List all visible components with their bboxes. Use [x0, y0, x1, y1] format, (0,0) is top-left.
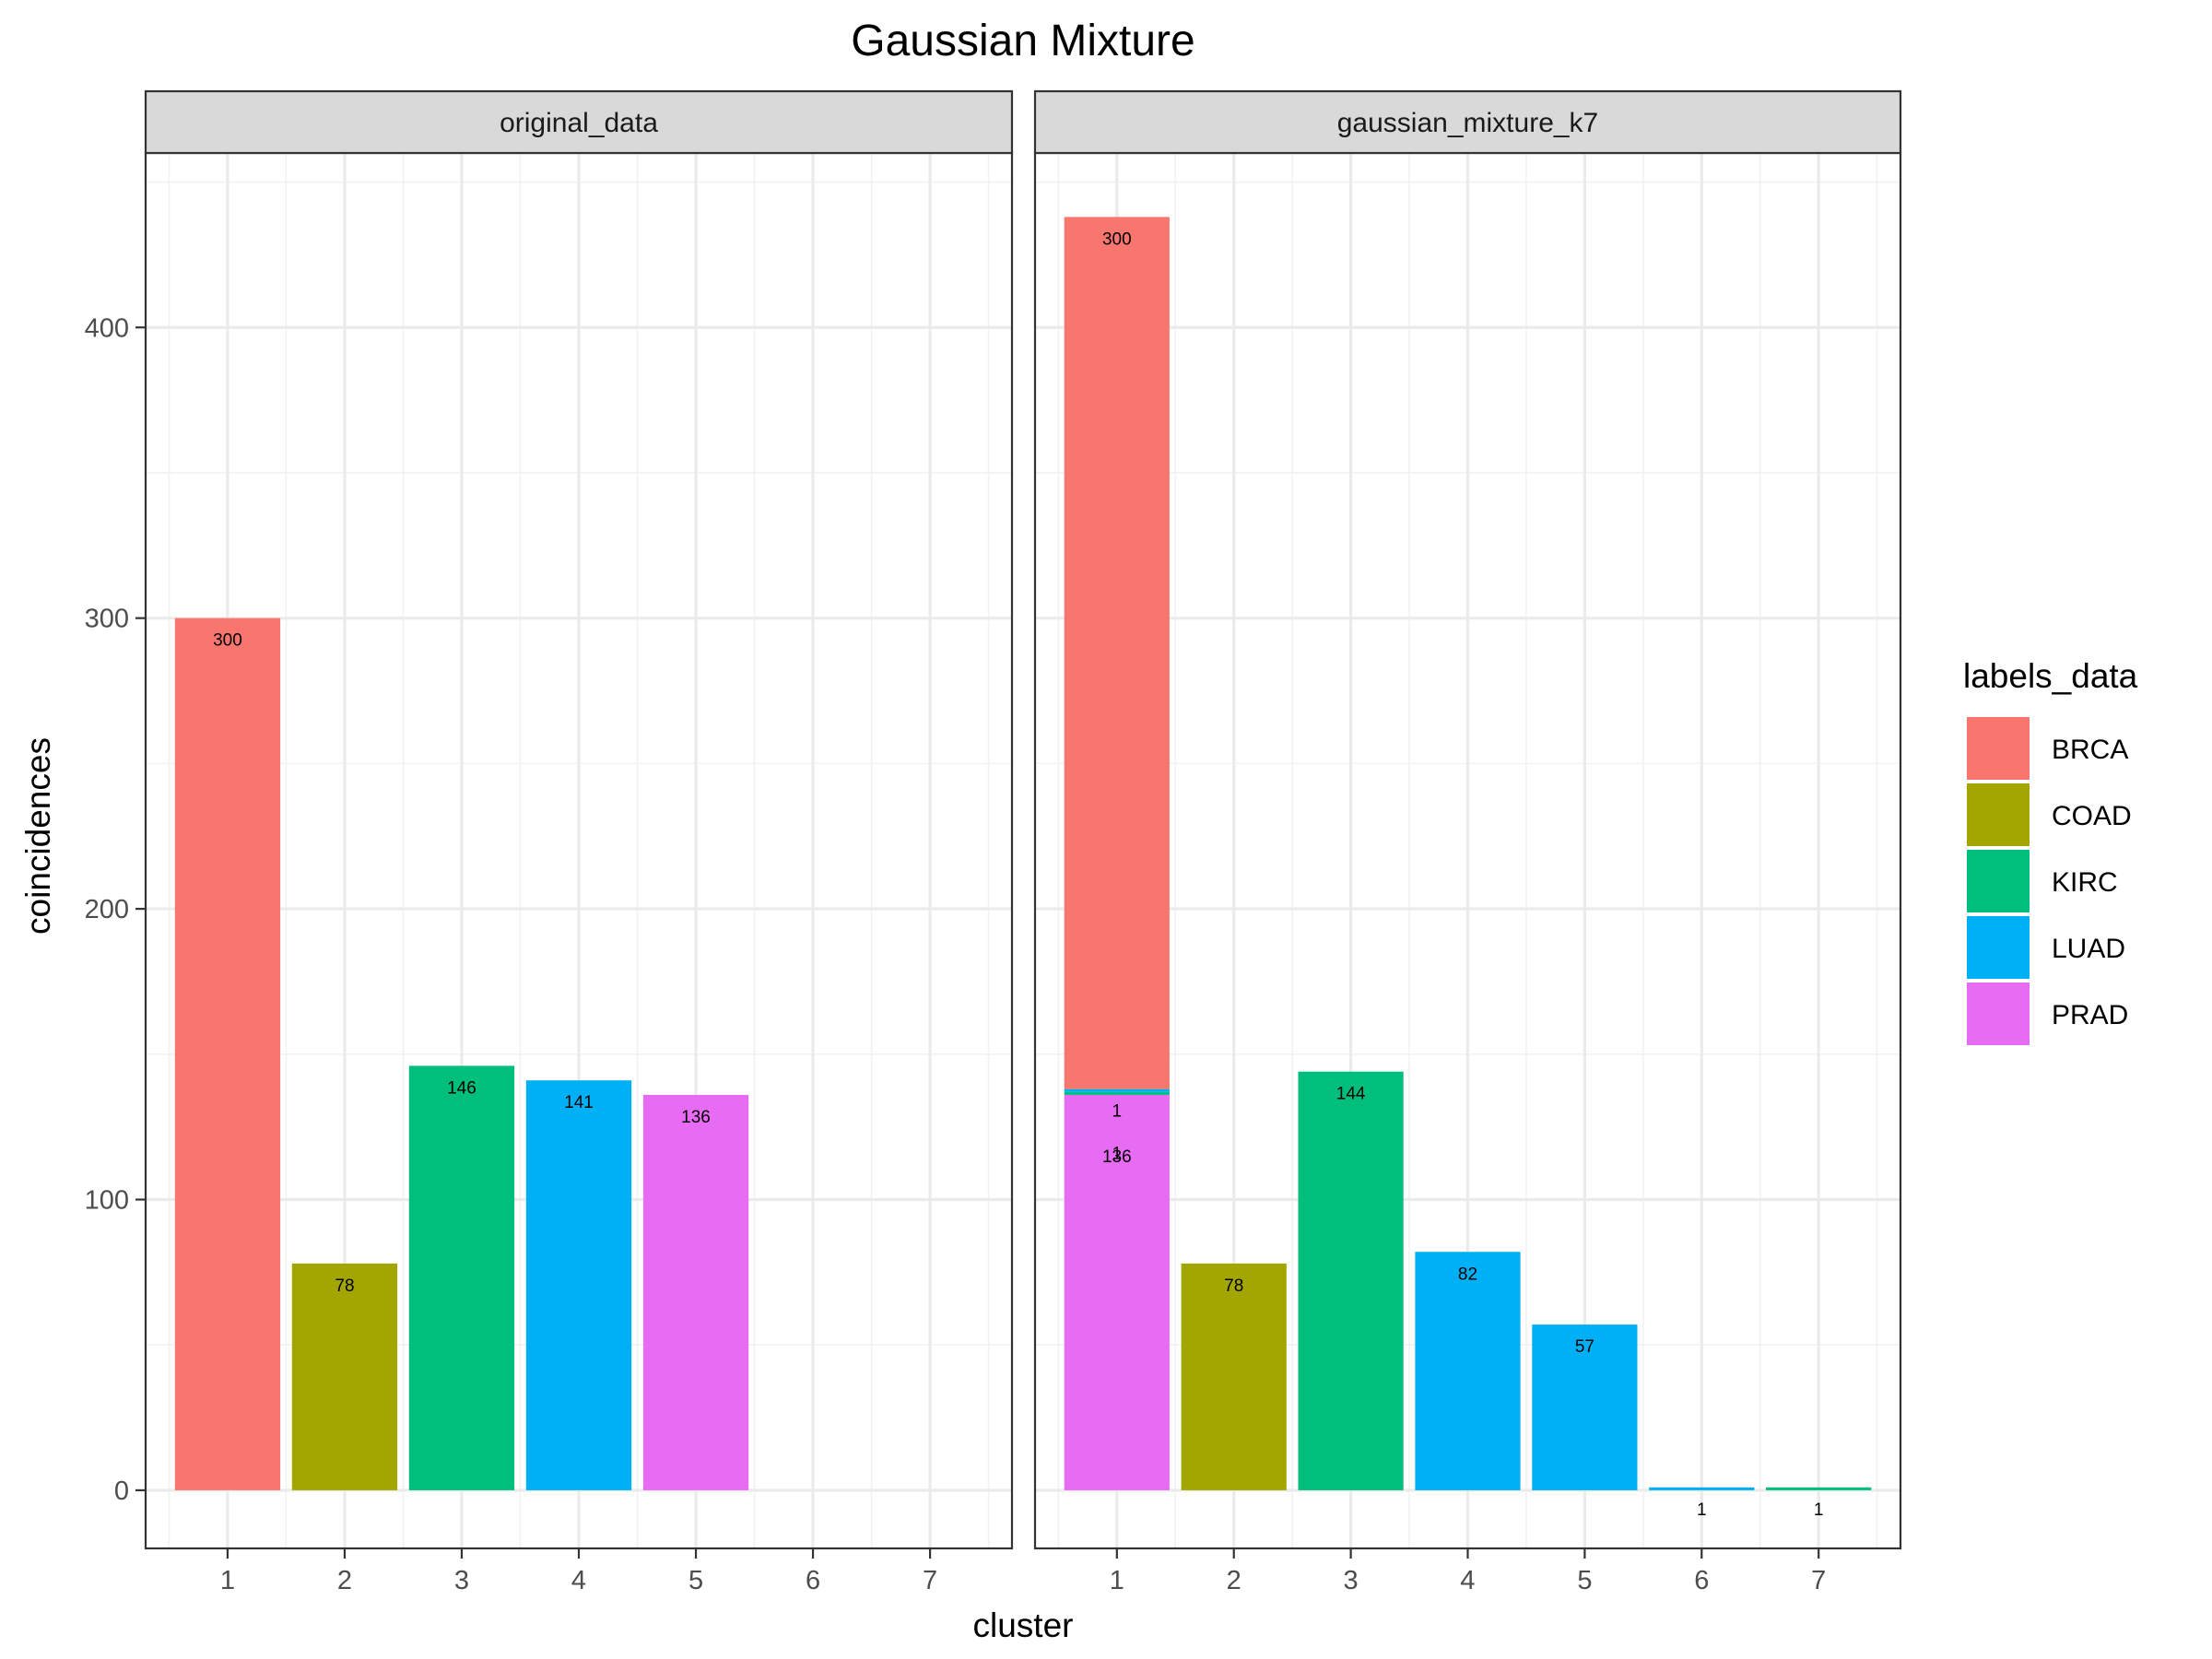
bar-luad-cluster-5 [1532, 1324, 1638, 1490]
x-tick-label: 1 [1110, 1566, 1124, 1595]
x-tick-label: 4 [1460, 1566, 1475, 1595]
facet-strip-label: original_data [500, 108, 658, 138]
bar-value-label: 1 [1112, 1102, 1123, 1122]
bar-value-label: 141 [564, 1093, 594, 1112]
x-tick-label: 2 [1227, 1566, 1241, 1595]
bar-luad-cluster-1 [1064, 1088, 1170, 1092]
bar-luad-cluster-4 [525, 1080, 632, 1490]
legend-key-brca [1967, 717, 2030, 780]
x-tick-label: 7 [923, 1566, 937, 1595]
y-tick-label: 400 [85, 313, 129, 343]
y-tick-label: 0 [114, 1477, 129, 1506]
bar-value-label: 146 [447, 1078, 477, 1098]
x-tick-label: 1 [220, 1566, 235, 1595]
bar-kirc-cluster-7 [1766, 1487, 1872, 1490]
legend-label-brca: BRCA [2052, 735, 2128, 765]
bar-brca-cluster-1 [174, 618, 281, 1490]
bar-value-label: 300 [1102, 229, 1132, 249]
y-tick-label: 200 [85, 895, 129, 924]
x-axis-title: cluster [973, 1606, 1074, 1644]
bar-coad-cluster-2 [1181, 1263, 1287, 1490]
x-tick-label: 5 [1577, 1566, 1592, 1595]
legend-label-prad: PRAD [2052, 1000, 2128, 1030]
facet-strip-label: gaussian_mixture_k7 [1337, 108, 1599, 138]
legend-key-prad [1967, 982, 2030, 1045]
x-tick-label: 3 [1344, 1566, 1359, 1595]
panel-original_data: 300 78 146 141 136 original_data 1 2 3 4 5 6 7 0 100 20… [85, 89, 1014, 1595]
x-tick-label: 6 [1694, 1566, 1709, 1595]
legend-label-coad: COAD [2052, 801, 2132, 831]
bar-coad-cluster-2 [291, 1263, 398, 1490]
bar-kirc-cluster-1 [1064, 1091, 1170, 1095]
bar-luad-cluster-6 [1649, 1487, 1755, 1490]
bar-value-label: 1 [1112, 1145, 1123, 1164]
bar-kirc-cluster-3 [408, 1065, 515, 1490]
bar-prad-cluster-5 [642, 1094, 749, 1490]
bar-value-label: 144 [1336, 1085, 1366, 1104]
legend-title: labels_data [1963, 657, 2138, 695]
bar-kirc-cluster-3 [1298, 1071, 1404, 1490]
bar-value-label: 57 [1575, 1337, 1594, 1357]
bar-value-label: 1 [1814, 1500, 1824, 1520]
bar-value-label: 136 [1102, 1147, 1132, 1167]
bar-value-label: 82 [1458, 1265, 1477, 1284]
legend: labels_data BRCA COAD KIRC LUAD PRAD [1963, 657, 2138, 1045]
bar-value-label: 1 [1697, 1500, 1707, 1520]
bar-luad-cluster-4 [1415, 1252, 1521, 1490]
y-tick-label: 300 [85, 605, 129, 634]
bar-prad-cluster-1 [1064, 1094, 1170, 1490]
bar-brca-cluster-1 [1064, 217, 1170, 1089]
bar-value-label: 300 [213, 631, 242, 651]
facet-strip [144, 89, 1014, 155]
bar-value-label: 78 [335, 1277, 354, 1296]
bar-value-label: 78 [1224, 1277, 1243, 1296]
x-tick-label: 3 [454, 1566, 469, 1595]
legend-label-luad: LUAD [2052, 934, 2125, 964]
legend-key-coad [1967, 783, 2030, 846]
y-axis-title: coincidences [19, 737, 57, 935]
legend-key-kirc [1967, 850, 2030, 912]
legend-label-kirc: KIRC [2052, 867, 2118, 898]
y-tick-label: 100 [85, 1186, 129, 1216]
x-tick-label: 2 [337, 1566, 352, 1595]
x-tick-label: 7 [1811, 1566, 1826, 1595]
facet-strip [1033, 89, 1902, 155]
bar-value-label: 136 [681, 1108, 711, 1127]
x-tick-label: 5 [688, 1566, 703, 1595]
x-tick-label: 4 [571, 1566, 586, 1595]
x-tick-label: 6 [806, 1566, 820, 1595]
legend-key-luad [1967, 916, 2030, 979]
chart-title: Gaussian Mixture [851, 17, 1194, 65]
